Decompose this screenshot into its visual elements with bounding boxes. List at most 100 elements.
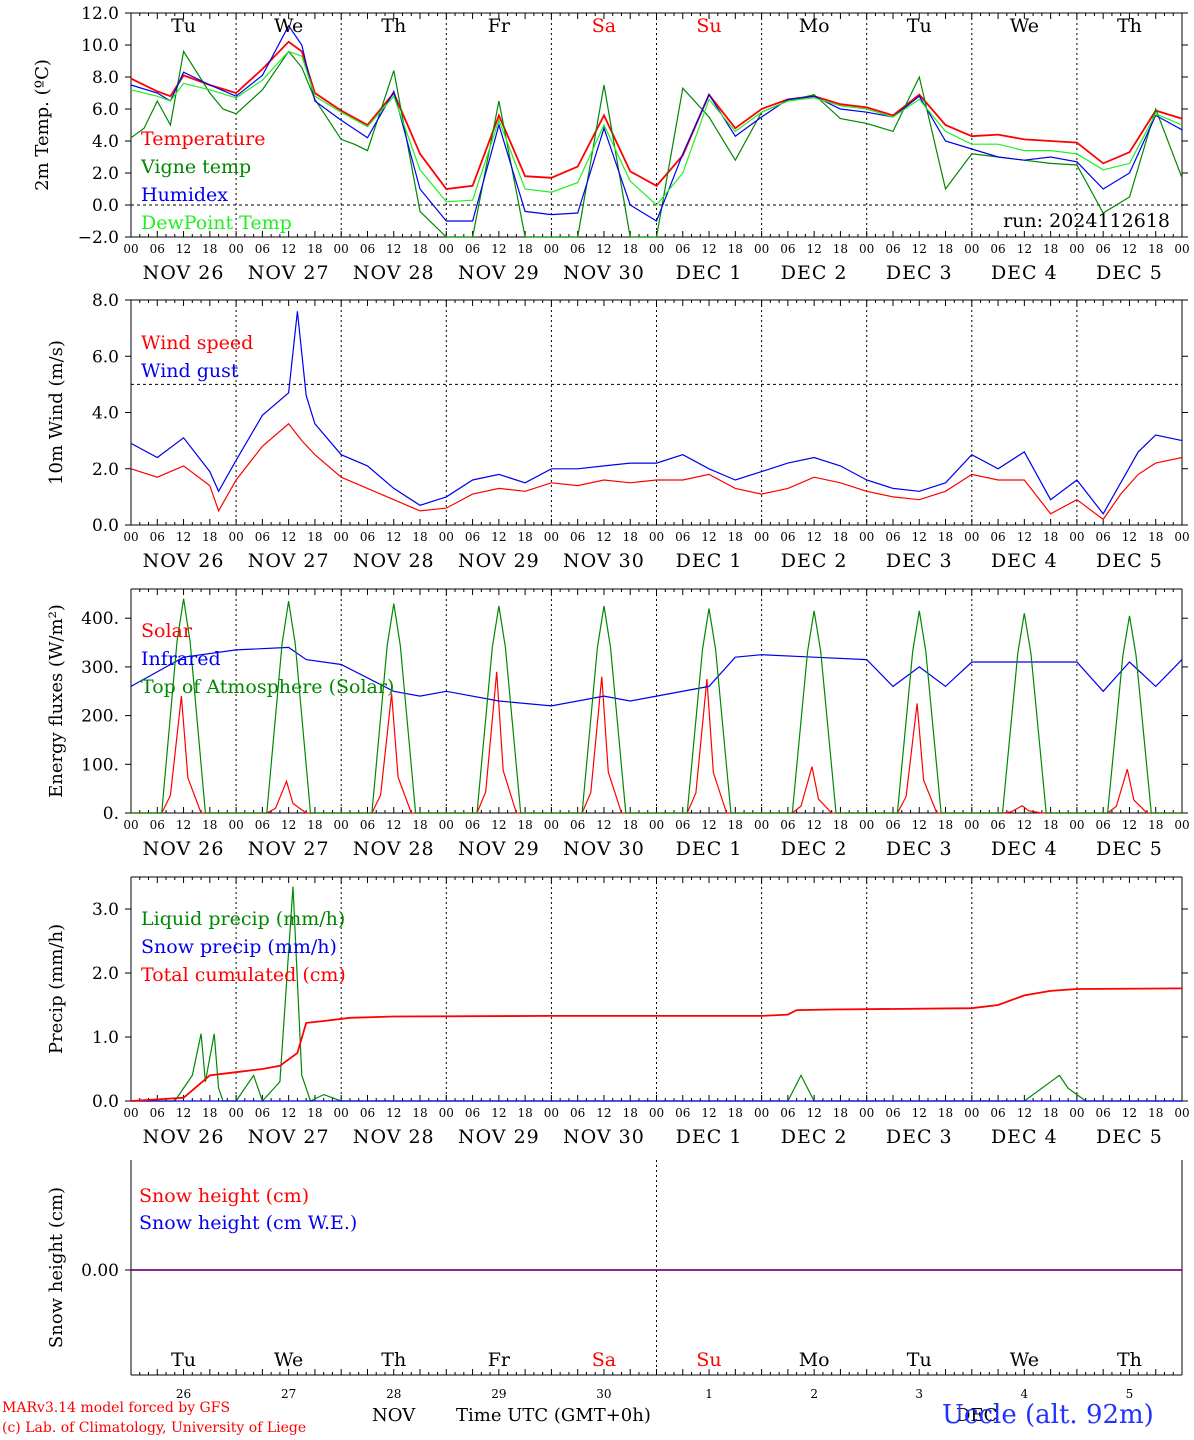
weekday-label: Sa (592, 1349, 616, 1371)
hour-tick-label: 06 (255, 242, 270, 256)
hour-tick-label: 06 (675, 530, 690, 544)
series-line-0 (130, 40, 1183, 190)
hour-tick-label: 06 (150, 242, 165, 256)
hour-tick-label: 00 (439, 242, 454, 256)
hour-tick-label: 12 (596, 242, 611, 256)
hour-tick-label: 18 (728, 1106, 743, 1120)
hour-tick-label: 06 (1096, 818, 1111, 832)
hour-tick-label: 00 (649, 242, 664, 256)
hour-tick-label: 06 (360, 242, 375, 256)
date-label: DEC 5 (1096, 262, 1163, 284)
hour-tick-label: 00 (754, 818, 769, 832)
hour-tick-label: 12 (491, 242, 506, 256)
hour-tick-label: 18 (202, 530, 217, 544)
weekday-label: Mo (799, 15, 830, 37)
hour-tick-label: 00 (544, 530, 559, 544)
hour-tick-label: 18 (202, 242, 217, 256)
hour-tick-label: 18 (623, 818, 638, 832)
hour-tick-label: 18 (412, 242, 427, 256)
hour-tick-label: 00 (544, 1106, 559, 1120)
y-tick-label: 0.0 (92, 516, 119, 536)
hour-tick-label: 18 (1043, 242, 1058, 256)
hour-tick-label: 00 (964, 530, 979, 544)
hour-tick-label: 12 (807, 818, 822, 832)
hour-tick-label: 18 (307, 530, 322, 544)
hour-tick-label: 00 (649, 1106, 664, 1120)
weekday-label: Tu (907, 15, 932, 37)
day-number-label: 4 (1021, 1387, 1029, 1401)
hour-tick-label: 12 (1122, 242, 1137, 256)
hour-tick-label: 06 (255, 818, 270, 832)
hour-tick-label: 06 (675, 818, 690, 832)
hour-tick-label: 06 (255, 1106, 270, 1120)
hour-tick-label: 18 (938, 530, 953, 544)
y-tick-label: 200. (81, 707, 119, 727)
date-label: DEC 3 (886, 1126, 953, 1148)
hour-tick-label: 06 (1096, 242, 1111, 256)
hour-tick-label: 06 (465, 242, 480, 256)
panel-2: 8.0 6.0 4.0 2.0 0.0 10m Wind (m/s) Wind speed W… (46, 291, 1190, 572)
panel-3: 400. 300. 200. 100. 0. Energy fluxes (W/m²) So… (46, 588, 1190, 860)
hour-tick-label: 12 (491, 818, 506, 832)
series-line-1 (130, 311, 1183, 515)
legend-entry: Total cumulated (cm) (141, 964, 346, 986)
y-tick-label: 2.0 (92, 460, 119, 480)
y-tick-label: 8.0 (92, 68, 119, 88)
day-number-label: 29 (491, 1387, 506, 1401)
hour-tick-label: 18 (307, 1106, 322, 1120)
hour-tick-label: 18 (307, 242, 322, 256)
hour-tick-label: 18 (938, 1106, 953, 1120)
hour-tick-label: 00 (228, 1106, 243, 1120)
hour-tick-label: 06 (465, 530, 480, 544)
hour-tick-label: 12 (596, 530, 611, 544)
hour-tick-label: 00 (123, 530, 138, 544)
y-axis-label: 10m Wind (m/s) (46, 340, 67, 485)
weekday-label: Th (1117, 1349, 1142, 1371)
hour-tick-label: 00 (334, 1106, 349, 1120)
day-number-label: 30 (596, 1387, 611, 1401)
hour-tick-label: 12 (1017, 530, 1032, 544)
hour-tick-label: 18 (623, 530, 638, 544)
weekday-label: Fr (488, 15, 511, 37)
hour-tick-label: 12 (281, 818, 296, 832)
legend-entry: Wind gust (141, 360, 239, 382)
hour-tick-label: 06 (885, 530, 900, 544)
hour-tick-label: 12 (807, 530, 822, 544)
hour-tick-label: 12 (491, 1106, 506, 1120)
date-label: DEC 2 (781, 838, 848, 860)
y-axis-label: Energy fluxes (W/m²) (46, 604, 67, 798)
y-tick-label: 6.0 (92, 100, 119, 120)
y-axis-label: 2m Temp. (ºC) (32, 59, 53, 191)
hour-tick-label: 00 (859, 242, 874, 256)
hour-tick-label: 00 (228, 242, 243, 256)
y-tick-label: 4.0 (92, 132, 119, 152)
hour-tick-label: 12 (386, 818, 401, 832)
date-label: NOV 29 (458, 550, 540, 572)
hour-tick-label: 12 (1017, 242, 1032, 256)
series-line-0 (130, 422, 1183, 521)
hour-tick-label: 00 (754, 1106, 769, 1120)
hour-tick-label: 12 (807, 242, 822, 256)
day-number-label: 2 (810, 1387, 818, 1401)
weekday-label: Sa (592, 15, 616, 37)
hour-tick-label: 06 (570, 818, 585, 832)
date-label: DEC 3 (886, 262, 953, 284)
hour-tick-label: 00 (123, 242, 138, 256)
day-number-label: 28 (386, 1387, 401, 1401)
date-label: NOV 30 (563, 1126, 645, 1148)
y-tick-label: 100. (81, 755, 119, 775)
hour-tick-label: 12 (912, 1106, 927, 1120)
hour-tick-label: 00 (1069, 818, 1084, 832)
day-number-label: 3 (915, 1387, 923, 1401)
hour-tick-label: 00 (1174, 818, 1189, 832)
hour-tick-label: 12 (176, 1106, 191, 1120)
date-label: NOV 28 (353, 262, 435, 284)
date-label: DEC 1 (676, 262, 743, 284)
hour-tick-label: 00 (334, 530, 349, 544)
weekday-label: Tu (171, 15, 196, 37)
hour-tick-label: 00 (1069, 1106, 1084, 1120)
hour-tick-label: 12 (1017, 1106, 1032, 1120)
hour-tick-label: 06 (150, 818, 165, 832)
weekday-label: We (1010, 1349, 1039, 1371)
day-number-label: 26 (176, 1387, 191, 1401)
